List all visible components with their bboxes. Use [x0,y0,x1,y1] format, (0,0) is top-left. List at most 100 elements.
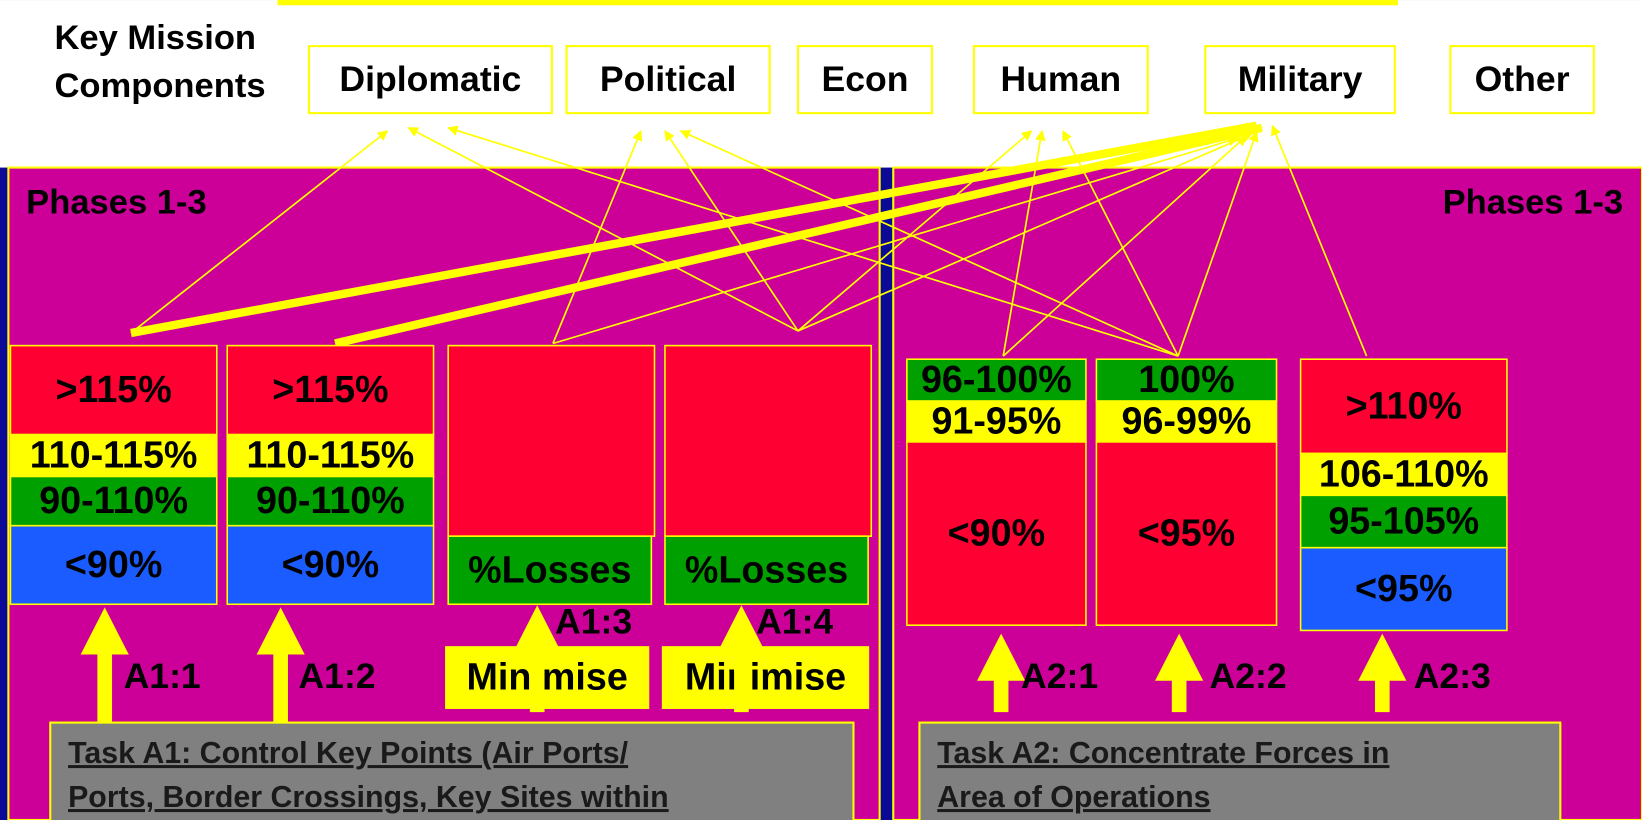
task-title: Task A2: Concentrate Forces in [937,737,1389,770]
gauge-band [664,535,869,606]
link [552,135,1239,345]
component-box [1204,45,1396,115]
gauge-label: 106-110% [1319,452,1489,494]
link [334,123,1263,348]
link [1177,130,1259,357]
component-box [972,45,1149,115]
measure-label: A1:2 [298,656,375,696]
header-title: Key Mission [54,19,256,57]
task-box [918,721,1562,820]
arrow-shaft [1171,675,1187,713]
measure-label: A2:3 [1414,656,1491,696]
gauge-label: 95-105% [1328,500,1479,542]
gauge-band [447,344,656,537]
gauge-band [664,344,873,537]
gauge-label: <90% [282,543,379,585]
arrow-shaft [993,675,1009,713]
component-box [565,45,771,115]
gauge-band [1299,358,1508,455]
task-box [49,721,855,820]
gauge-label: <95% [1138,512,1235,554]
measure-label: A1:4 [756,602,833,642]
gauge-band [226,344,435,436]
links [130,121,1368,357]
phase-label: Phases 1-3 [1443,183,1624,221]
gauge-band [226,433,435,478]
gauge-band [226,475,435,527]
link [797,130,1033,332]
gauge-label: >110% [1346,384,1462,426]
gauge-label: 90-110% [256,479,405,521]
gauge-band [9,524,218,606]
link [130,121,1258,338]
phase-label: Phases 1-3 [26,183,207,221]
gauge-label: 110-115% [247,434,415,476]
component-label: Military [1238,59,1363,99]
arrow-shaft [529,647,545,713]
arrow-head [256,607,305,655]
arrow-head [80,607,129,655]
gauge-label: >115% [272,368,388,410]
top-strip [277,0,1399,6]
component-label: Human [1000,59,1121,99]
arrow-head [977,633,1026,681]
gauge-label: %Losses [468,548,631,590]
link [1002,129,1046,357]
link [679,130,1179,357]
measure-label: A1:3 [555,602,632,642]
note-label: Minimise [685,656,846,698]
link [552,129,643,344]
link [447,125,1179,357]
gauge-label: 91-95% [931,400,1061,442]
link [664,130,799,332]
arrow-shaft [273,649,288,723]
header-title: Components [54,67,265,105]
component-label: Diplomatic [339,59,521,99]
gauge-band [9,433,218,478]
task-title: Task A1: Control Key Points (Air Ports/ [68,737,629,770]
link [1271,124,1368,357]
note-label: Minimise [467,656,628,698]
link [407,127,799,332]
gauge-band [906,358,1087,402]
gauge-label: 90-110% [39,479,188,521]
arrow-shaft [1374,675,1390,713]
arrow-head [1358,633,1407,681]
gauge-band [226,524,435,606]
gauge-label: 96-99% [1122,400,1252,442]
gauge-band [1299,546,1508,632]
link [1002,135,1247,357]
gauge-label: <90% [65,543,162,585]
gauge-label: 110-115% [30,434,198,476]
component-label: Other [1475,59,1570,99]
gauge-label: 100% [1138,358,1234,400]
arrow-head [513,605,562,653]
note-box [661,646,870,709]
gauge-label: 96-100% [921,358,1072,400]
link [130,130,389,334]
task-title: Area of Operations [937,781,1210,814]
gauge-band [9,475,218,527]
measure-label: A2:1 [1021,656,1098,696]
gauge-band [906,441,1087,626]
component-box [796,45,934,115]
arrow-head [717,605,766,653]
gauge-band [1095,358,1278,402]
gauge-label: >115% [55,368,171,410]
note-box [445,646,650,709]
gauge-band [9,344,218,436]
arrow-shaft [734,647,749,713]
gauge-label: <90% [948,512,1045,554]
gauge-label: %Losses [685,548,848,590]
component-box [307,45,553,115]
measure-label: A1:1 [124,656,201,696]
component-label: Econ [821,59,908,99]
task-title: Ports, Border Crossings, Key Sites withi… [68,781,669,814]
component-box [1449,45,1595,115]
arrow-head [1155,633,1204,681]
gauge-band [1299,452,1508,497]
gauge-band [1095,441,1278,626]
gauge-band [447,535,653,606]
arrow-shaft [97,649,113,723]
